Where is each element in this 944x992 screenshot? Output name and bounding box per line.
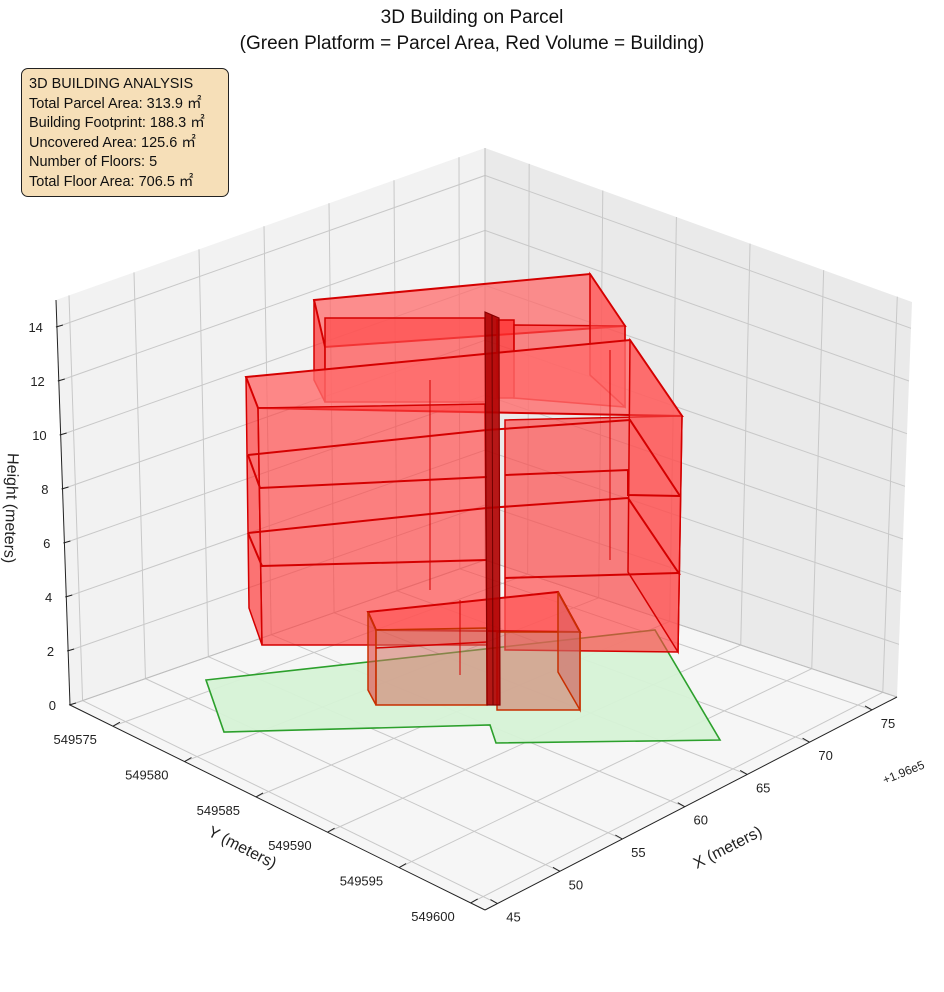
x-tick [802, 737, 810, 743]
y-gridline-wall [811, 270, 825, 669]
chart-title: 3D Building on Parcel [380, 7, 564, 28]
z-tick [59, 432, 67, 436]
x-tick-label: 45 [506, 910, 520, 925]
x-gridline-wall [198, 249, 209, 657]
z-tick-label: 8 [41, 482, 48, 497]
x-gridline [82, 700, 498, 904]
z-tick-label: 14 [28, 320, 42, 335]
y-tick-label: 549590 [268, 838, 311, 853]
y-tick [327, 827, 335, 833]
z-tick-label: 4 [45, 590, 52, 605]
z-tick [66, 648, 75, 652]
x-tick [552, 866, 561, 872]
x-tick [739, 770, 748, 775]
x-tick [677, 802, 686, 808]
y-tick [255, 792, 264, 798]
building-core-slot [484, 311, 501, 706]
info-line-floors: Number of Floors: 5 [29, 154, 158, 170]
info-line-uncovered: Uncovered Area: 125.6 ㎡ [29, 134, 196, 151]
z-axis-line [55, 299, 71, 706]
info-line-footprint: Building Footprint: 188.3 ㎡ [29, 115, 205, 131]
y-axis-line [69, 704, 486, 911]
y-tick [470, 898, 478, 904]
chart-subtitle: (Green Platform = Parcel Area, Red Volum… [239, 33, 705, 54]
z-axis-label: Height (meters) [0, 453, 21, 564]
y-tick-label: 549600 [411, 909, 454, 924]
y-tick [398, 863, 407, 869]
x-tick-label: 50 [569, 877, 583, 892]
building-lower-block [366, 590, 582, 713]
z-tick-label: 10 [32, 428, 46, 443]
building-volume [244, 271, 684, 713]
z-tick-label: 2 [47, 644, 54, 659]
y-tick-label: 549585 [197, 803, 240, 818]
info-box: 3D BUILDING ANALYSIS Total Parcel Area: … [21, 68, 229, 197]
x-tick [615, 834, 623, 840]
y-tick [184, 757, 192, 762]
y-tick-label: 549575 [54, 732, 97, 747]
x-axis-line [484, 696, 898, 911]
z-tick [65, 594, 73, 598]
building-main-block [244, 337, 684, 655]
y-gridline-wall [882, 296, 898, 693]
z-tick-label: 12 [30, 374, 44, 389]
x-tick-label: 60 [694, 813, 708, 828]
info-line-floor-area: Total Floor Area: 706.5 ㎡ [29, 173, 194, 190]
z-tick [57, 378, 65, 382]
z-tick [68, 702, 77, 706]
x-tick [490, 899, 498, 904]
z-tick-label: 0 [49, 698, 56, 713]
x-offset-label: +1.96e5 [881, 757, 927, 786]
z-tick-label: 6 [43, 536, 50, 551]
y-tick-label: 549580 [125, 768, 168, 783]
y-gridline-wall [740, 243, 751, 646]
x-tick [864, 705, 873, 711]
x-tick-label: 55 [631, 845, 645, 860]
x-tick-label: 70 [818, 748, 832, 763]
z-tick [61, 486, 69, 490]
info-box-heading: 3D BUILDING ANALYSIS [29, 76, 194, 92]
x-gridline [145, 678, 561, 872]
z-tick [55, 324, 64, 328]
x-tick-label: 65 [756, 780, 770, 795]
x-gridline-wall [133, 272, 146, 679]
x-axis-label: X (meters) [691, 823, 765, 872]
z-tick [63, 540, 71, 544]
y-tick-label: 549595 [340, 874, 383, 889]
info-line-parcel-area: Total Parcel Area: 313.9 ㎡ [29, 95, 202, 112]
x-tick-label: 75 [881, 716, 895, 731]
y-tick [112, 721, 121, 727]
y-gridline [470, 691, 884, 904]
x-gridline-wall [68, 295, 84, 701]
y-gridline [398, 668, 812, 869]
